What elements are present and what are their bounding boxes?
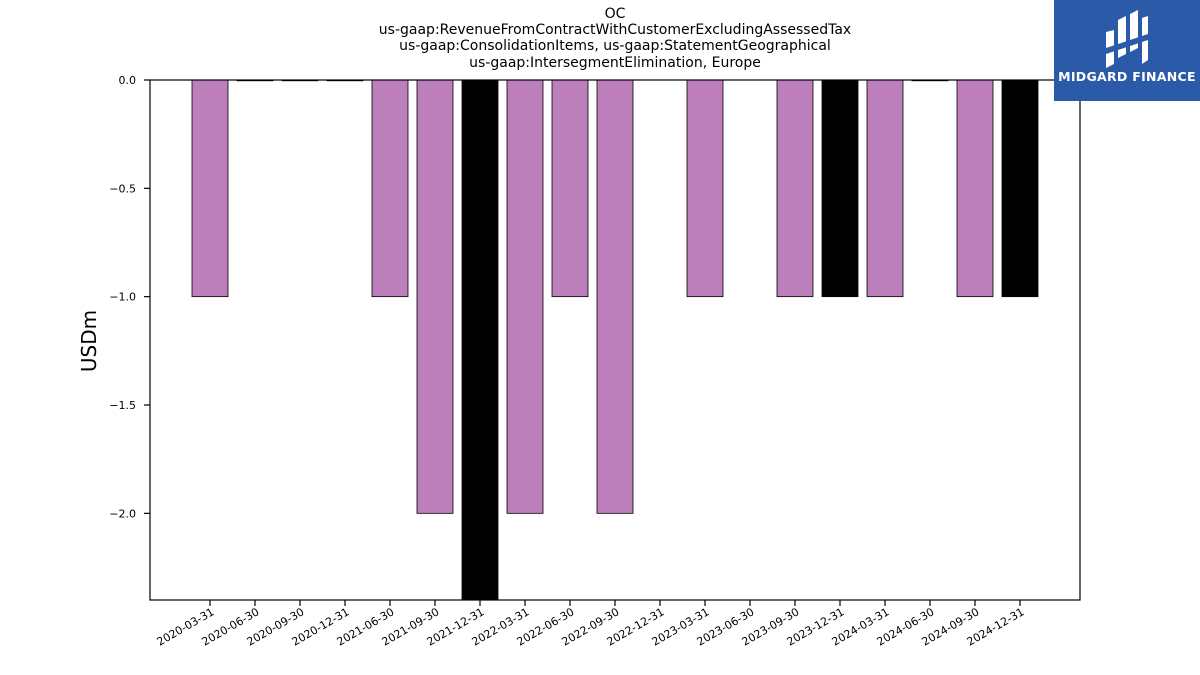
bar-2023-12-31 [821,79,859,298]
bar-2023-03-31 [686,79,724,298]
x-axis: 2020-03-312020-06-302020-09-302020-12-31… [155,600,1027,649]
bar-2023-09-30 [776,79,814,298]
bar-2024-09-30 [956,79,994,298]
y-tick-label: −1.0 [109,291,136,304]
y-axis: 0.0 −0.5 −1.0 −1.5 −2.0 [109,74,150,520]
bar-2022-06-30 [551,79,589,298]
plot-frame [149,79,1081,601]
y-tick-label: −1.5 [109,399,136,412]
bars-group [191,79,1039,601]
y-tick-label: −0.5 [109,182,136,195]
chart-title-line-1: OC [604,6,626,22]
bar-2021-12-31 [461,79,499,601]
bar-2021-06-30 [371,79,409,298]
midgard-logo-icon [1106,10,1148,68]
midgard-finance-logo: MIDGARD FINANCE [1054,0,1200,101]
bar-2024-12-31 [1001,79,1039,298]
y-tick-label: 0.0 [119,74,137,87]
brand-name: MIDGARD FINANCE [1058,69,1196,84]
bar-2021-09-30 [416,79,454,514]
bar-2022-03-31 [506,79,544,514]
chart-title-line-2: us-gaap:RevenueFromContractWithCustomerE… [378,22,852,38]
bar-2020-03-31 [191,79,229,298]
y-axis-label: USDm [77,310,101,372]
bar-2024-03-31 [866,79,904,298]
chart-title-line-3: us-gaap:ConsolidationItems, us-gaap:Stat… [399,38,831,54]
y-tick-label: −2.0 [109,507,136,520]
chart-title-line-4: us-gaap:IntersegmentElimination, Europe [469,55,761,71]
bar-2022-09-30 [596,79,634,514]
